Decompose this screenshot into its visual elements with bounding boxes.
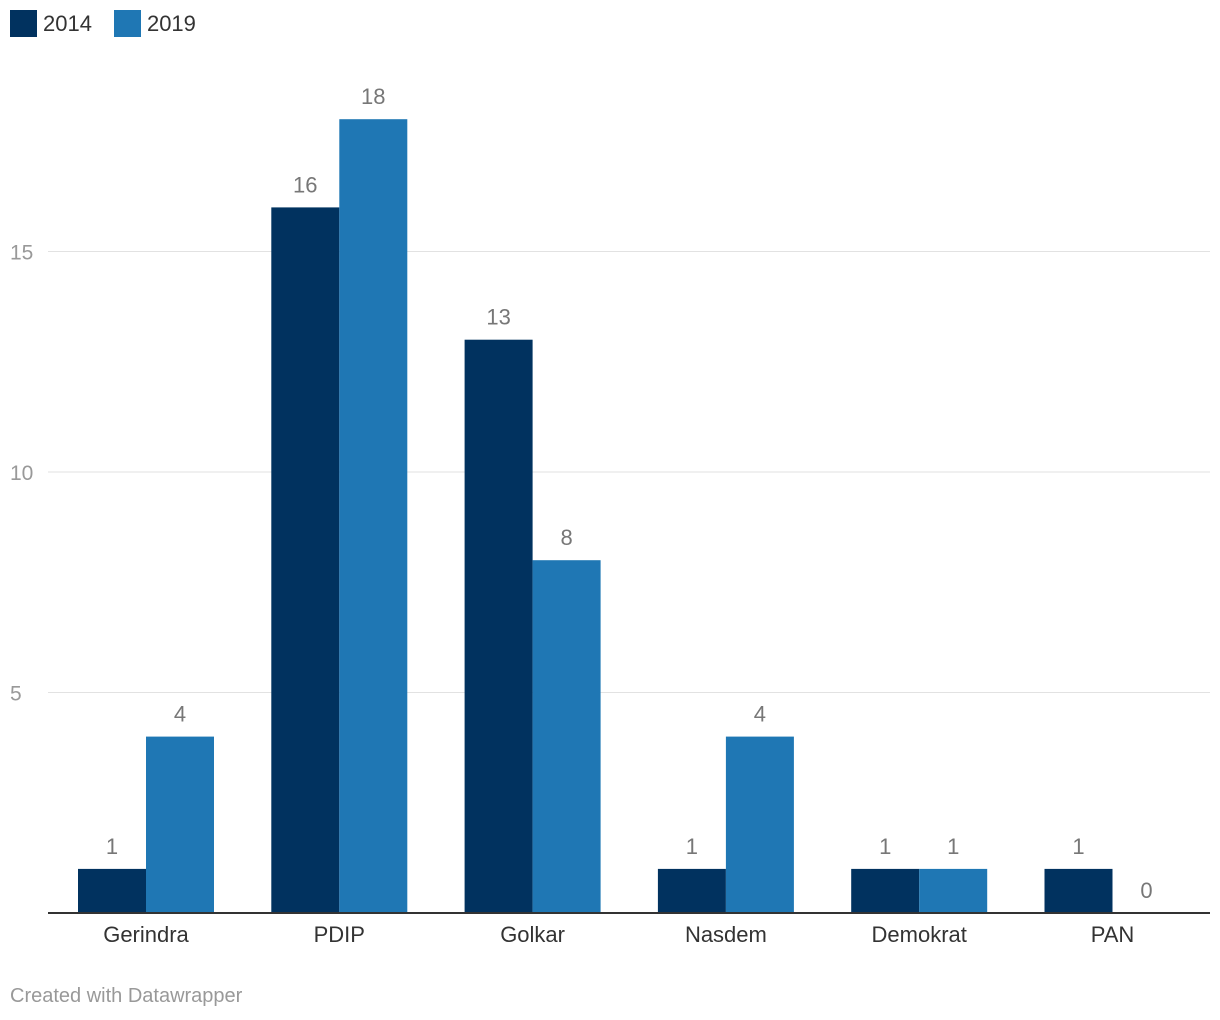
value-label: 1 [1072, 834, 1084, 859]
legend: 2014 2019 [10, 10, 218, 37]
bar-2019-gerindra [146, 736, 214, 913]
legend-swatch-2019 [113, 10, 141, 37]
x-category-label: Golkar [500, 922, 565, 947]
bar-2019-pdip [339, 119, 408, 913]
value-label: 4 [174, 702, 186, 727]
x-category-label: Gerindra [103, 922, 189, 947]
value-label: 18 [361, 84, 385, 109]
bar-2014-nasdem [657, 868, 726, 913]
value-label: 8 [560, 525, 572, 550]
value-label: 16 [293, 172, 317, 197]
value-label: 0 [1140, 878, 1152, 903]
bar-2014-pdip [271, 207, 340, 913]
bar-2014-gerindra [78, 868, 146, 913]
value-label: 1 [947, 834, 959, 859]
y-tick-label: 10 [10, 462, 33, 485]
value-label: 1 [106, 834, 118, 859]
bar-2014-pan [1044, 868, 1113, 913]
bar-2019-golkar [532, 560, 601, 913]
legend-item-2014: 2014 [10, 10, 92, 37]
bar-2019-nasdem [725, 736, 794, 913]
bar-2014-demokrat [851, 868, 920, 913]
value-label: 1 [879, 834, 891, 859]
legend-swatch-2014 [10, 10, 37, 37]
legend-label-2014: 2014 [43, 10, 92, 36]
value-label: 13 [486, 305, 510, 330]
value-label: 1 [686, 834, 698, 859]
x-category-label: PDIP [314, 922, 365, 947]
y-tick-label: 5 [10, 683, 22, 706]
x-category-label: Demokrat [872, 922, 967, 947]
credit-text: Created with Datawrapper [10, 985, 243, 1007]
x-category-label: PAN [1091, 922, 1135, 947]
x-category-label: Nasdem [685, 922, 767, 947]
y-tick-label: 15 [10, 242, 33, 265]
legend-label-2019: 2019 [146, 10, 196, 36]
legend-item-2019: 2019 [113, 10, 196, 37]
value-label: 4 [754, 702, 766, 727]
bar-2014-golkar [464, 339, 533, 913]
bar-2019-demokrat [919, 868, 988, 913]
